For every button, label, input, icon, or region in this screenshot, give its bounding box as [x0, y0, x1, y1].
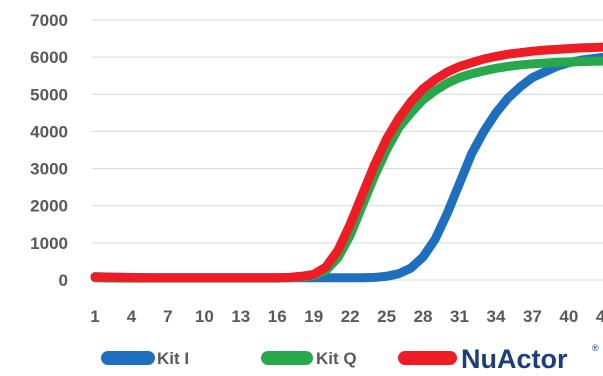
legend-label: Kit I	[157, 349, 189, 368]
x-tick-label: 4	[127, 307, 137, 326]
plot-area	[90, 42, 603, 283]
legend: Kit I Kit Q NuActor ®	[101, 343, 599, 374]
x-tick-label: 34	[486, 307, 505, 326]
x-tick-label: 1	[90, 307, 99, 326]
legend-label-nuactor-logo: NuActor	[461, 344, 568, 374]
x-tick-label: 43	[596, 307, 603, 326]
x-tick-label: 31	[450, 307, 469, 326]
y-tick-label: 4000	[30, 122, 68, 141]
series-line-nuactor	[90, 42, 603, 283]
series-line-kit-q	[90, 56, 603, 283]
legend-registered-mark: ®	[592, 343, 599, 353]
x-tick-label: 16	[268, 307, 287, 326]
legend-label: Kit Q	[316, 349, 357, 368]
x-tick-label: 10	[195, 307, 214, 326]
grid-lines	[92, 19, 603, 281]
x-axis-tick-labels: 1 4 7 10 13 16 19 22 25 28 31 34 37 40 43	[90, 307, 603, 326]
x-tick-label: 7	[163, 307, 172, 326]
y-tick-label: 0	[59, 271, 68, 290]
x-tick-label: 28	[414, 307, 433, 326]
y-axis-tick-labels: 0 1000 2000 3000 4000 5000 6000 7000	[30, 11, 68, 290]
x-tick-label: 37	[523, 307, 542, 326]
y-tick-label: 7000	[30, 11, 68, 30]
y-tick-label: 6000	[30, 48, 68, 67]
x-tick-label: 25	[377, 307, 396, 326]
x-tick-label: 40	[559, 307, 578, 326]
y-tick-label: 3000	[30, 160, 68, 179]
x-tick-label: 19	[304, 307, 323, 326]
y-tick-label: 5000	[30, 85, 68, 104]
x-tick-label: 13	[231, 307, 250, 326]
y-tick-label: 2000	[30, 197, 68, 216]
y-tick-label: 1000	[30, 234, 68, 253]
x-tick-label: 22	[341, 307, 360, 326]
